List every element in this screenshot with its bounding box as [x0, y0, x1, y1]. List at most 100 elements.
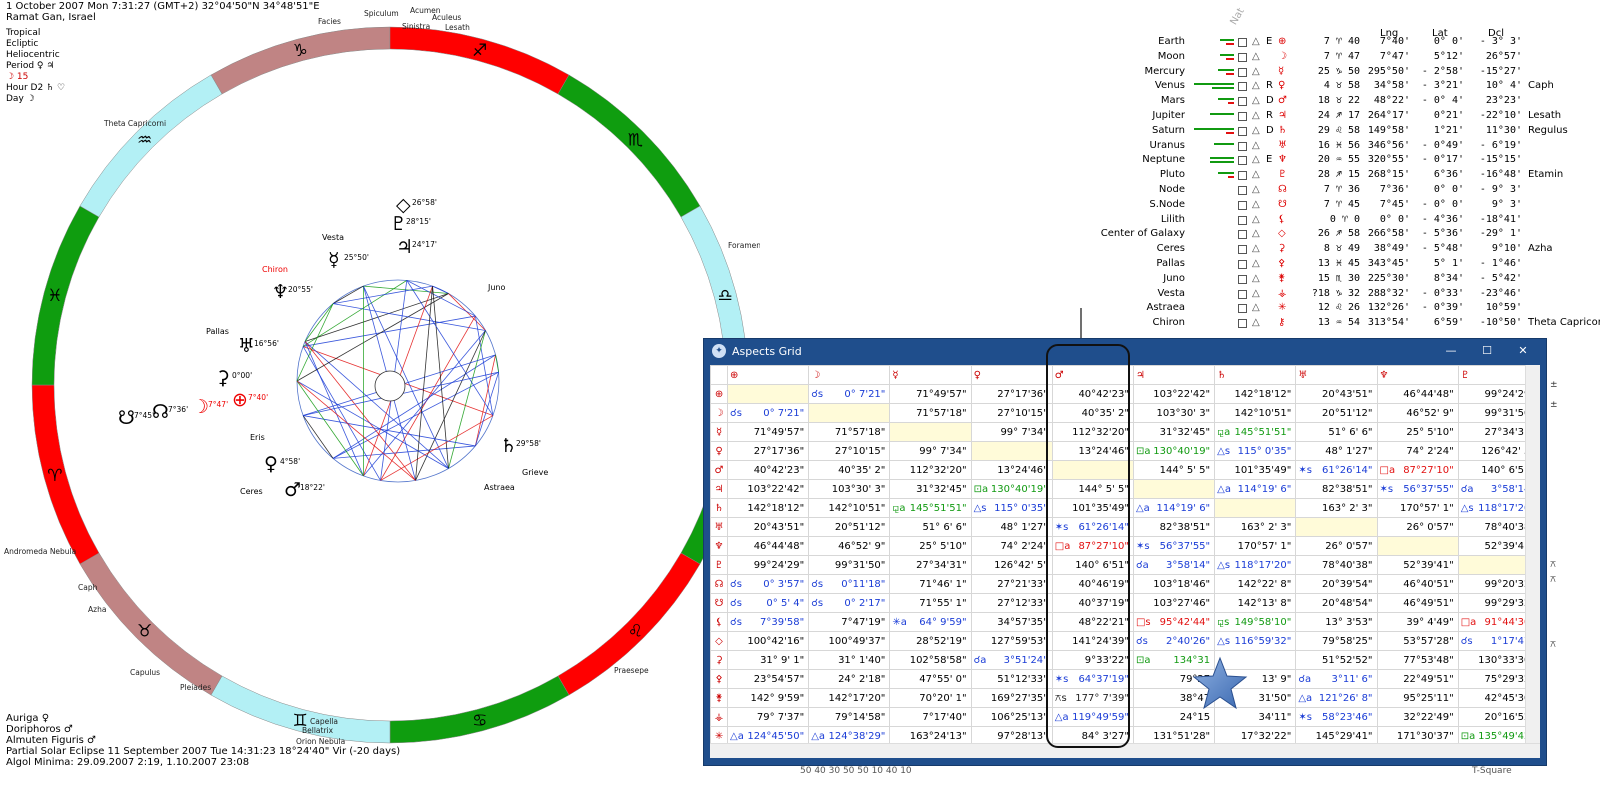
aspect-cell[interactable] — [889, 422, 972, 442]
row-header[interactable]: ⚵ — [710, 688, 729, 708]
aspect-cell[interactable] — [1457, 555, 1540, 575]
planet-row[interactable]: Mercury △ ☿ 25 ♑ 50 295°50' - 2°58' -15°27' — [1060, 66, 1600, 81]
chart-wheel[interactable]: ♑♐♏♎♍♌♋♊♉♈♓♒FaciesSpiculumAcumenAculeusS… — [0, 0, 760, 760]
column-header[interactable]: ♆ — [1376, 365, 1459, 385]
row-header[interactable]: ♆ — [710, 536, 729, 556]
aspect-cell[interactable]: 99° 7'34" — [889, 441, 972, 461]
aspect-cell[interactable]: 20°51'12" — [1295, 403, 1378, 423]
aspect-cell[interactable]: ☌s 7°39'58" — [727, 612, 810, 632]
planet-row[interactable]: Earth △ E ⊕ 7 ♈ 40 7°40' 0° 0' - 3° 3' — [1060, 36, 1600, 51]
aspect-cell[interactable]: 79° 7'37" — [727, 707, 810, 727]
aspect-cell[interactable]: 71°57'18" — [889, 403, 972, 423]
aspect-cell[interactable]: 20°43'51" — [1295, 384, 1378, 404]
aspects-grid-area[interactable]: ⊕ ☽ ☿ ♀ ♂ ♃ ♄ ♅ ♆ ♇ ⊕ ☌s 0° 7'21" 71°49'57" 27°17'36" 4… — [710, 365, 1540, 758]
aspect-cell[interactable]: 51° 6' 6" — [1295, 422, 1378, 442]
aspect-cell[interactable]: 103°18'46" — [1132, 574, 1216, 594]
aspect-cell[interactable]: 28°52'19" — [889, 631, 972, 651]
planet-glyph[interactable]: Eris — [250, 433, 265, 442]
aspect-cell[interactable]: □s 95°42'44" — [1132, 612, 1216, 632]
planet-row[interactable]: Chiron △ ⚷ 13 ♒ 54 313°54' 6°59' -10°50' Theta … — [1060, 317, 1600, 332]
planet-glyph[interactable]: ♃ — [396, 236, 413, 258]
aspect-cell[interactable]: 103°22'42" — [1132, 384, 1216, 404]
aspect-cell[interactable]: 71°49'57" — [727, 422, 810, 442]
row-header[interactable]: ☋ — [710, 593, 729, 613]
aspect-cell[interactable]: 77°53'48" — [1376, 650, 1459, 670]
aspect-cell[interactable] — [1051, 460, 1134, 480]
planet-row[interactable]: Jupiter △ R ♃ 24 ♐ 17 264°17' 0°21' -22°10' Lesa… — [1060, 110, 1600, 125]
column-header[interactable]: ♀ — [970, 365, 1053, 385]
aspect-cell[interactable]: 79°58'25" — [1295, 631, 1378, 651]
aspect-cell[interactable]: △a 114°19' 6" — [1214, 479, 1297, 499]
aspect-cell[interactable]: □a 91°44'30" — [1457, 612, 1540, 632]
planet-row[interactable]: Mars △ D ♂ 18 ♉ 22 48°22' - 0° 4' 23°23' — [1060, 95, 1600, 110]
aspect-cell[interactable]: 78°40'38" — [1295, 555, 1378, 575]
aspect-cell[interactable]: ⚼a 145°51'51" — [1214, 422, 1297, 442]
planet-glyph[interactable]: ⊕ — [232, 389, 248, 411]
aspect-cell[interactable]: 27°17'36" — [727, 441, 810, 461]
aspect-cell[interactable]: 26° 0'57" — [1376, 517, 1459, 537]
aspect-cell[interactable]: 71°49'57" — [889, 384, 972, 404]
aspect-cell[interactable]: 142°13' 8" — [1214, 593, 1297, 613]
row-header[interactable]: ♇ — [710, 555, 729, 575]
column-header[interactable]: ♅ — [1295, 365, 1378, 385]
aspect-cell[interactable]: ✶s 61°26'14" — [1295, 460, 1378, 480]
aspect-cell[interactable]: ☌a 3°58'14" — [1132, 555, 1216, 575]
aspect-cell[interactable]: 103°27'46" — [1132, 593, 1216, 613]
aspect-cell[interactable]: 47°55' 0" — [889, 669, 972, 689]
aspect-cell[interactable]: 170°57' 1" — [1376, 498, 1459, 518]
row-header[interactable]: ♂ — [710, 460, 729, 480]
aspect-cell[interactable]: 46°52' 9" — [808, 536, 891, 556]
planet-glyph[interactable]: ♅ — [238, 335, 255, 357]
aspect-cell[interactable]: 40°35' 2" — [808, 460, 891, 480]
planet-glyph[interactable]: ♂ — [284, 479, 301, 501]
aspect-cell[interactable]: 46°40'51" — [1376, 574, 1459, 594]
aspect-cell[interactable]: 99°24'29" — [727, 555, 810, 575]
aspect-cell[interactable]: 103°30' 3" — [1132, 403, 1216, 423]
row-header[interactable]: ◇ — [710, 631, 729, 651]
aspect-cell[interactable]: 48° 1'27" — [970, 517, 1053, 537]
aspect-cell[interactable]: 25° 5'10" — [1376, 422, 1459, 442]
aspect-cell[interactable]: 99° 7'34" — [970, 422, 1053, 442]
planet-glyph[interactable]: ☽ — [192, 396, 209, 418]
aspect-cell[interactable]: 142° 9'59" — [727, 688, 810, 708]
aspect-cell[interactable]: 52°39'41" — [1376, 555, 1459, 575]
planet-row[interactable]: Lilith △ ⚸ 0 ♈ 0 0° 0' - 4°36' -18°41' — [1060, 214, 1600, 229]
aspects-grid-window[interactable]: ✦ Aspects Grid — ☐ ✕ ⊕ ☽ ☿ ♀ ♂ ♃ ♄ ♅ ♆ ♇ ⊕ ☌s 0° 7'2… — [703, 338, 1547, 766]
column-header[interactable]: ☽ — [808, 365, 891, 385]
aspect-cell[interactable]: 27°10'15" — [808, 441, 891, 461]
close-button[interactable]: ✕ — [1518, 344, 1528, 357]
aspect-cell[interactable]: 142°22' 8" — [1214, 574, 1297, 594]
vertical-scrollbar[interactable] — [1525, 365, 1540, 744]
aspect-cell[interactable]: 27°21'33" — [970, 574, 1053, 594]
planet-glyph[interactable]: ⚳ — [216, 367, 230, 389]
planet-row[interactable]: S.Node △ ☋ 7 ♈ 45 7°45' - 0° 0' 9° 3' — [1060, 199, 1600, 214]
aspect-cell[interactable]: 13°24'46" — [970, 460, 1053, 480]
planet-glyph[interactable]: ♄ — [500, 435, 517, 457]
aspect-cell[interactable] — [1214, 498, 1297, 518]
aspect-cell[interactable]: 82°38'51" — [1295, 479, 1378, 499]
aspect-cell[interactable]: 71°55' 1" — [889, 593, 972, 613]
aspect-cell[interactable]: 112°32'20" — [889, 460, 972, 480]
aspect-cell[interactable]: ☌s 0° 2'17" — [808, 593, 891, 613]
aspect-cell[interactable]: 13° 3'53" — [1295, 612, 1378, 632]
aspect-cell[interactable]: ⚼a 145°51'51" — [889, 498, 972, 518]
aspect-cell[interactable]: 34°57'35" — [970, 612, 1053, 632]
aspect-cell[interactable]: 142°18'12" — [727, 498, 810, 518]
planet-row[interactable]: Venus △ R ♀ 4 ♉ 58 34°58' - 3°21' 10° 4' Caph — [1060, 80, 1600, 95]
aspect-cell[interactable]: 142°17'20" — [808, 688, 891, 708]
planet-glyph[interactable]: ◇ — [396, 194, 411, 216]
column-header[interactable]: ☿ — [889, 365, 972, 385]
row-header[interactable]: ⚶ — [710, 707, 729, 727]
row-header[interactable]: ♃ — [710, 479, 729, 499]
column-header[interactable]: ⊕ — [727, 365, 810, 385]
row-header[interactable]: ☊ — [710, 574, 729, 594]
column-header[interactable]: ♃ — [1132, 365, 1216, 385]
aspect-cell[interactable]: 27°12'33" — [970, 593, 1053, 613]
planet-glyph[interactable]: ☊ — [152, 401, 169, 423]
aspect-cell[interactable]: 26° 0'57" — [1295, 536, 1378, 556]
aspect-cell[interactable]: 46°44'48" — [727, 536, 810, 556]
aspect-cell[interactable]: 82°38'51" — [1132, 517, 1216, 537]
aspect-cell[interactable]: 142°10'51" — [808, 498, 891, 518]
aspect-cell[interactable]: 70°20' 1" — [889, 688, 972, 708]
planet-row[interactable]: Uranus △ ♅ 16 ♓ 56 346°56' - 0°49' - 6°19' — [1060, 140, 1600, 155]
